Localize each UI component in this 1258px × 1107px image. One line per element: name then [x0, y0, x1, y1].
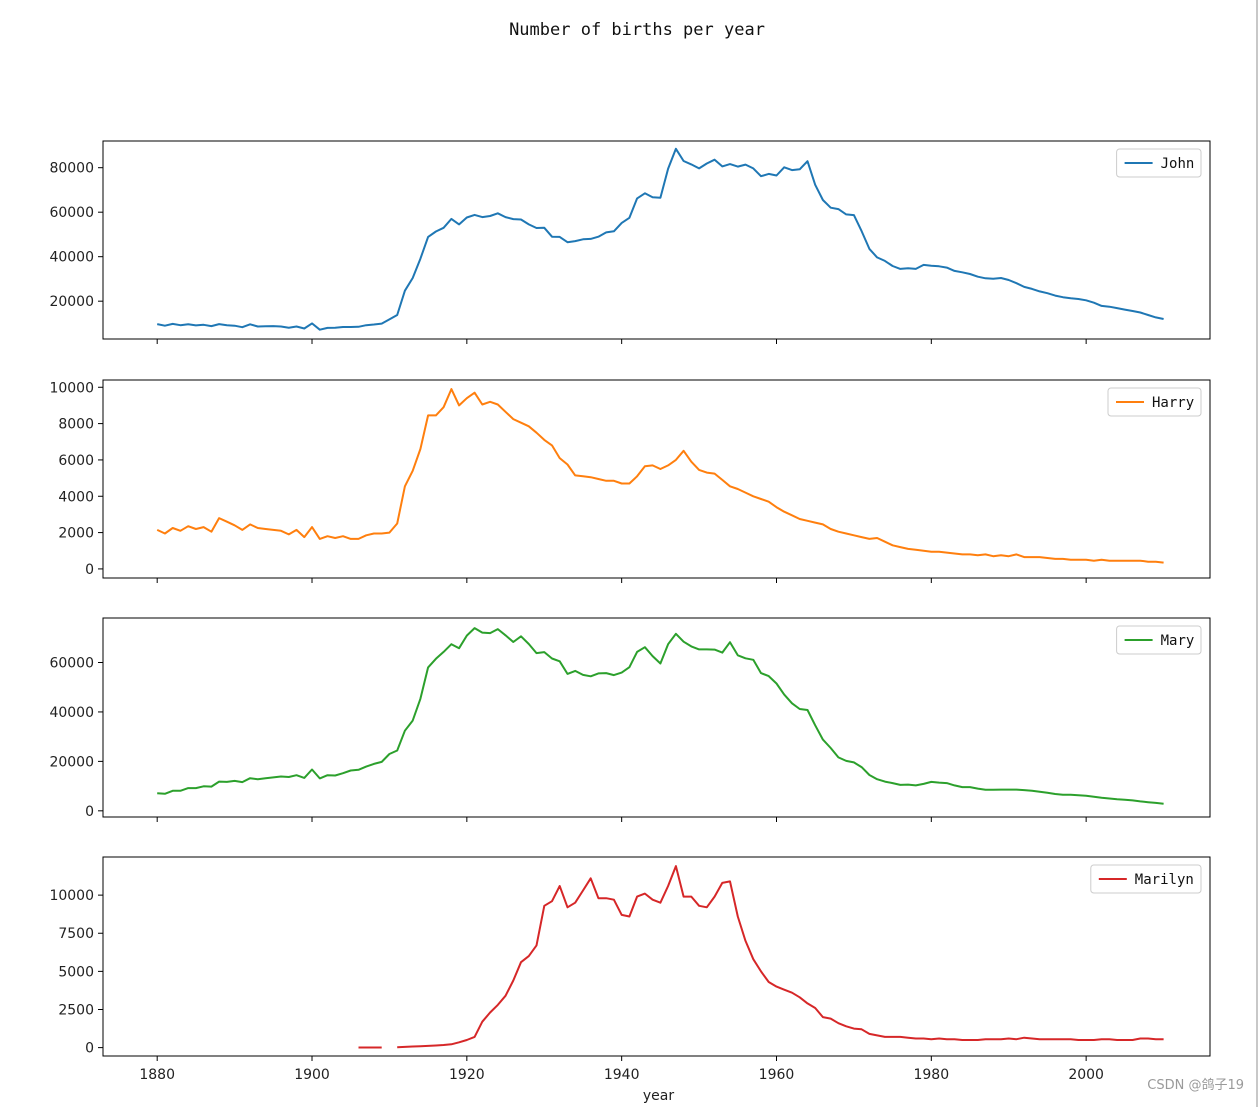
- y-tick-label: 10000: [49, 888, 94, 904]
- x-tick-label: 1960: [759, 1067, 795, 1083]
- legend-label: Harry: [1152, 395, 1194, 411]
- legend-label: Marilyn: [1135, 872, 1194, 888]
- y-tick-label: 2000: [58, 526, 94, 542]
- series-line-john: [156, 147, 1164, 331]
- x-tick-label: 2000: [1068, 1067, 1104, 1083]
- axes-frame: [102, 140, 1211, 340]
- y-tick-label: 0: [85, 1041, 94, 1057]
- x-axis-label: year: [643, 1088, 674, 1104]
- subplot-2: 0 2000 4000 6000 8000 10000 Harry: [49, 379, 1211, 583]
- y-tick-label: 0: [85, 804, 94, 820]
- series-line-mary: [157, 627, 1164, 805]
- axes-frame: [102, 379, 1211, 579]
- y-tick-label: 8000: [58, 417, 94, 433]
- y-tick-label: 20000: [49, 294, 94, 310]
- y-tick-label: 10000: [49, 380, 94, 396]
- y-tick-label: 7500: [58, 926, 94, 942]
- axes-frame: [102, 617, 1211, 818]
- figure-title: Number of births per year: [509, 20, 765, 40]
- legend-box: [1116, 148, 1202, 178]
- subplot-4: 0 2500 5000 7500 10000 1880 1900 1920 1940 1960 19…: [49, 856, 1211, 1104]
- legend-box: [1090, 864, 1202, 894]
- y-tick-label: 4000: [58, 489, 94, 505]
- legend-box: [1107, 387, 1202, 417]
- window-edge: [1256, 0, 1258, 1107]
- x-tick-label: 1920: [449, 1067, 485, 1083]
- x-tick-label: 1940: [604, 1067, 640, 1083]
- y-tick-label: 60000: [49, 205, 94, 221]
- y-tick-label: 5000: [58, 964, 94, 980]
- y-tick-label: 2500: [58, 1002, 94, 1018]
- series-line-harry: [156, 388, 1164, 564]
- x-tick-label: 1900: [294, 1067, 330, 1083]
- y-tick-label: 40000: [49, 705, 94, 721]
- y-tick-label: 60000: [49, 655, 94, 671]
- y-tick-label: 80000: [49, 161, 94, 177]
- y-tick-label: 40000: [49, 250, 94, 266]
- y-tick-label: 6000: [58, 453, 94, 469]
- subplot-3: 0 20000 40000 60000 Mary: [49, 617, 1211, 822]
- subplot-1: 20000 40000 60000 80000 John: [49, 140, 1211, 344]
- series-line-marilyn: [358, 865, 1164, 1049]
- legend-label: Mary: [1161, 633, 1195, 649]
- legend-box: [1116, 625, 1202, 655]
- watermark-label: CSDN @鸽子19: [1147, 1078, 1244, 1093]
- axes-frame: [102, 856, 1211, 1057]
- x-tick-label: 1980: [913, 1067, 949, 1083]
- legend-label: John: [1161, 156, 1195, 172]
- x-tick-label: 1880: [139, 1067, 175, 1083]
- y-tick-label: 20000: [49, 754, 94, 770]
- y-tick-label: 0: [85, 562, 94, 578]
